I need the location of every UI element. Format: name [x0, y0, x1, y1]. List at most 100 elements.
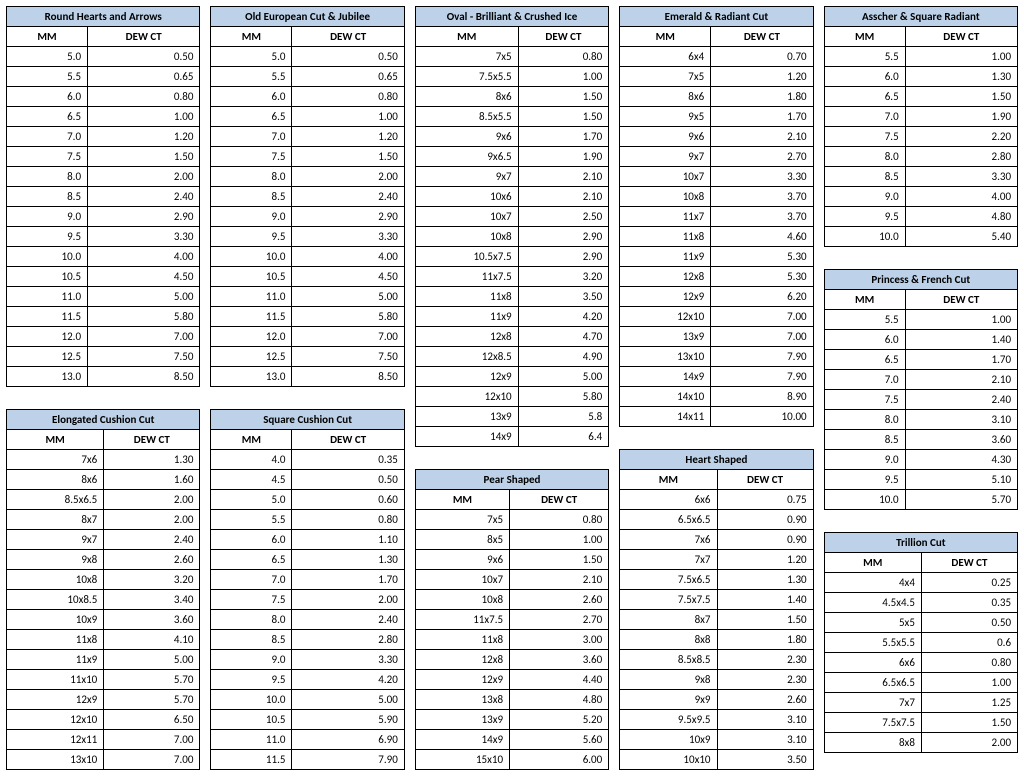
mm-cell: 5.5 [211, 510, 292, 530]
mm-cell: 10x8 [7, 570, 104, 590]
table-row: 10.04.00 [7, 247, 200, 267]
dewct-cell: 7.50 [292, 347, 404, 367]
mm-cell: 10.0 [211, 690, 292, 710]
table-row: 5x50.50 [824, 613, 1017, 633]
mm-cell: 9x5 [620, 107, 711, 127]
mm-cell: 10.0 [7, 247, 88, 267]
table-row: 11x95.30 [620, 247, 813, 267]
table-row: 9.53.30 [211, 227, 404, 247]
table-row: 9.02.90 [211, 207, 404, 227]
dewct-cell: 6.20 [711, 287, 813, 307]
mm-cell: 7x6 [620, 530, 717, 550]
dewct-cell: 1.50 [518, 107, 609, 127]
table-row: 10x83.20 [7, 570, 200, 590]
table-row: 9.53.30 [7, 227, 200, 247]
dewct-cell: 0.6 [921, 633, 1017, 653]
table-row: 9.04.00 [824, 187, 1017, 207]
dewct-cell: 3.30 [905, 167, 1017, 187]
mm-cell: 9.5 [824, 470, 905, 490]
column-1: Round Hearts and ArrowsMMDEW CT5.00.505.… [6, 6, 200, 770]
dewct-cell: 1.50 [292, 147, 404, 167]
mm-cell: 7.5x5.5 [415, 67, 518, 87]
column-header: MM [824, 290, 905, 310]
column-3: Oval - Brilliant & Crushed IceMMDEW CT7x… [415, 6, 609, 770]
table-row: 7x50.80 [415, 510, 608, 530]
table-row: 9x82.30 [620, 670, 813, 690]
mm-cell: 13x10 [620, 347, 711, 367]
mm-cell: 10x9 [620, 730, 717, 750]
dewct-cell: 7.90 [711, 367, 813, 387]
mm-cell: 11x9 [415, 307, 518, 327]
table-row: 12.07.00 [7, 327, 200, 347]
column-header: DEW CT [921, 553, 1017, 573]
mm-cell: 7x6 [7, 450, 104, 470]
dewct-cell: 6.4 [518, 427, 609, 447]
column-2: Old European Cut & JubileeMMDEW CT5.00.5… [210, 6, 404, 770]
dewct-cell: 0.75 [717, 490, 813, 510]
dewct-cell: 8.50 [88, 367, 200, 387]
mm-cell: 7.5x7.5 [824, 713, 921, 733]
table-row: 12.07.00 [211, 327, 404, 347]
table-row: 4.5x4.50.35 [824, 593, 1017, 613]
table-row: 11.05.00 [7, 287, 200, 307]
dewct-cell: 7.00 [711, 327, 813, 347]
mm-cell: 7.0 [7, 127, 88, 147]
dewct-cell: 3.50 [717, 750, 813, 770]
dewct-cell: 5.00 [292, 287, 404, 307]
mm-cell: 9.0 [211, 650, 292, 670]
mm-cell: 5.0 [211, 47, 292, 67]
table-row: 8.02.00 [7, 167, 200, 187]
mm-cell: 11x9 [620, 247, 711, 267]
table-row: 10x82.60 [415, 590, 608, 610]
table-row: 6.00.80 [211, 87, 404, 107]
dewct-cell: 4.00 [905, 187, 1017, 207]
column-header: DEW CT [717, 470, 813, 490]
mm-cell: 8.5x8.5 [620, 650, 717, 670]
mm-cell: 5.5x5.5 [824, 633, 921, 653]
table-row: 7x50.80 [415, 47, 608, 67]
mm-cell: 8.5 [824, 167, 905, 187]
mm-cell: 9x7 [7, 530, 104, 550]
mm-cell: 9x8 [7, 550, 104, 570]
mm-cell: 10x8 [415, 590, 509, 610]
mm-cell: 13x9 [415, 710, 509, 730]
table-row: 9.5x9.53.10 [620, 710, 813, 730]
table-row: 5.50.80 [211, 510, 404, 530]
dewct-cell: 4.60 [711, 227, 813, 247]
dewct-cell: 1.40 [905, 330, 1017, 350]
table-row: 13.08.50 [7, 367, 200, 387]
mm-cell: 10.0 [824, 490, 905, 510]
table-title: Princess & French Cut [824, 270, 1017, 290]
mm-cell: 6x6 [620, 490, 717, 510]
dewct-cell: 3.20 [104, 570, 200, 590]
dewct-cell: 2.10 [510, 570, 609, 590]
dewct-cell: 2.10 [711, 127, 813, 147]
table-row: 7.52.40 [824, 390, 1017, 410]
mm-cell: 8.0 [824, 410, 905, 430]
dewct-cell: 7.00 [88, 327, 200, 347]
dewct-cell: 1.70 [518, 127, 609, 147]
dewct-cell: 2.40 [88, 187, 200, 207]
mm-cell: 11x8 [415, 630, 509, 650]
dewct-cell: 1.70 [711, 107, 813, 127]
mm-cell: 11.5 [211, 307, 292, 327]
table-row: 6.00.80 [7, 87, 200, 107]
mm-cell: 7.5x7.5 [620, 590, 717, 610]
mm-cell: 5x5 [824, 613, 921, 633]
dewct-cell: 0.80 [518, 47, 609, 67]
mm-cell: 11x8 [415, 287, 518, 307]
mm-cell: 6.0 [824, 330, 905, 350]
mm-cell: 11.0 [7, 287, 88, 307]
dewct-cell: 1.00 [905, 47, 1017, 67]
dewct-cell: 5.00 [292, 690, 404, 710]
mm-cell: 13.0 [211, 367, 292, 387]
table-row: 8.02.40 [211, 610, 404, 630]
table-row: 10x83.70 [620, 187, 813, 207]
dewct-cell: 0.80 [292, 87, 404, 107]
dewct-cell: 3.70 [711, 207, 813, 227]
dewct-cell: 3.30 [88, 227, 200, 247]
mm-cell: 10x7 [415, 207, 518, 227]
table-row: 7.02.10 [824, 370, 1017, 390]
table-row: 5.51.00 [824, 310, 1017, 330]
dewct-cell: 2.50 [518, 207, 609, 227]
